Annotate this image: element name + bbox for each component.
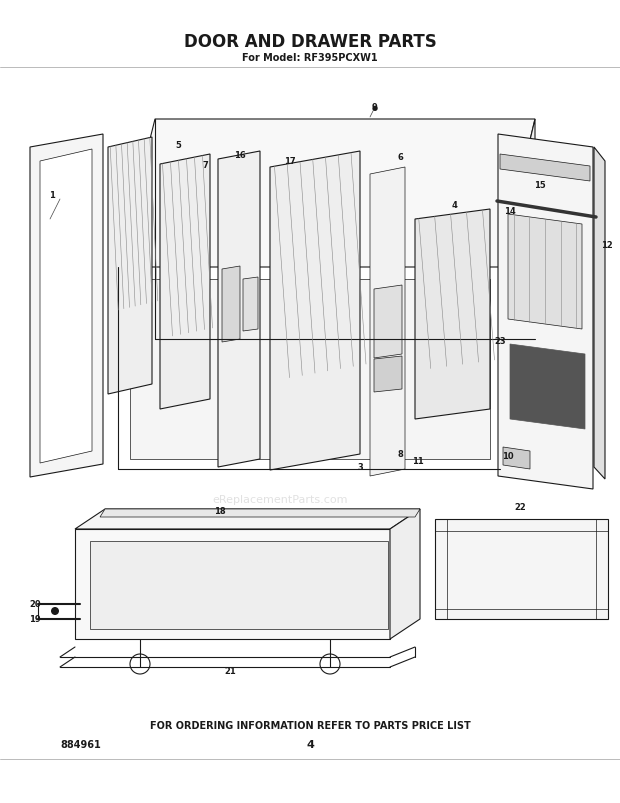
Polygon shape xyxy=(30,135,103,478)
Polygon shape xyxy=(415,210,490,419)
Polygon shape xyxy=(130,279,490,459)
Text: 21: 21 xyxy=(224,666,236,675)
Polygon shape xyxy=(500,120,535,470)
Text: 9: 9 xyxy=(372,104,378,112)
Text: eReplacementParts.com: eReplacementParts.com xyxy=(212,495,348,504)
Polygon shape xyxy=(222,267,240,343)
Polygon shape xyxy=(508,214,582,329)
Text: 5: 5 xyxy=(175,141,181,149)
Text: 12: 12 xyxy=(601,240,613,249)
Text: 11: 11 xyxy=(412,457,424,466)
Polygon shape xyxy=(498,135,593,489)
Polygon shape xyxy=(243,278,258,332)
Text: 20: 20 xyxy=(29,600,41,609)
Polygon shape xyxy=(160,155,210,410)
Polygon shape xyxy=(40,150,92,463)
Text: 1: 1 xyxy=(49,190,55,199)
Text: 23: 23 xyxy=(494,337,506,346)
Text: 19: 19 xyxy=(29,615,41,624)
Text: ●: ● xyxy=(372,105,378,111)
Text: DOOR AND DRAWER PARTS: DOOR AND DRAWER PARTS xyxy=(184,33,436,51)
Text: 4: 4 xyxy=(306,739,314,749)
Polygon shape xyxy=(75,529,390,639)
Polygon shape xyxy=(510,344,585,430)
Polygon shape xyxy=(594,148,605,479)
Polygon shape xyxy=(218,152,260,467)
Circle shape xyxy=(51,607,59,615)
Text: FOR ORDERING INFORMATION REFER TO PARTS PRICE LIST: FOR ORDERING INFORMATION REFER TO PARTS … xyxy=(149,720,471,730)
Text: 10: 10 xyxy=(502,452,514,461)
Polygon shape xyxy=(374,357,402,393)
Polygon shape xyxy=(370,168,405,476)
Polygon shape xyxy=(270,152,360,471)
Text: 8: 8 xyxy=(397,450,403,459)
Polygon shape xyxy=(75,509,420,529)
Text: For Model: RF395PCXW1: For Model: RF395PCXW1 xyxy=(242,53,378,63)
Text: 6: 6 xyxy=(397,153,403,162)
Text: 17: 17 xyxy=(284,157,296,166)
Polygon shape xyxy=(435,520,608,619)
Polygon shape xyxy=(108,138,152,394)
Text: 884961: 884961 xyxy=(60,739,101,749)
Text: 22: 22 xyxy=(514,503,526,512)
Polygon shape xyxy=(374,286,402,359)
Text: 18: 18 xyxy=(214,507,226,516)
Text: 16: 16 xyxy=(234,150,246,159)
Text: 7: 7 xyxy=(202,161,208,169)
Polygon shape xyxy=(500,155,590,181)
Polygon shape xyxy=(100,509,420,517)
Polygon shape xyxy=(118,120,535,267)
Text: 15: 15 xyxy=(534,181,546,190)
Polygon shape xyxy=(390,509,420,639)
Text: 14: 14 xyxy=(504,207,516,216)
Polygon shape xyxy=(90,541,388,630)
Text: 4: 4 xyxy=(452,200,458,210)
Polygon shape xyxy=(503,447,530,470)
Text: 3: 3 xyxy=(357,463,363,472)
